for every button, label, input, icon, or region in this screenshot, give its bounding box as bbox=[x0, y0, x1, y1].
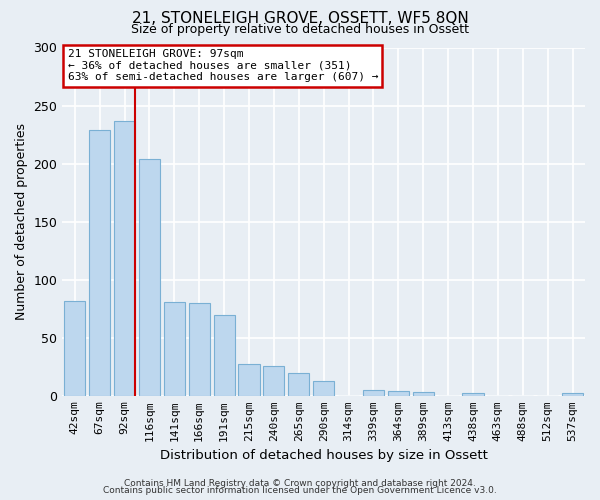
Bar bbox=[114, 120, 135, 396]
Text: Size of property relative to detached houses in Ossett: Size of property relative to detached ho… bbox=[131, 22, 469, 36]
Text: 21 STONELEIGH GROVE: 97sqm
← 36% of detached houses are smaller (351)
63% of sem: 21 STONELEIGH GROVE: 97sqm ← 36% of deta… bbox=[68, 49, 378, 82]
Text: Contains public sector information licensed under the Open Government Licence v3: Contains public sector information licen… bbox=[103, 486, 497, 495]
Bar bbox=[463, 394, 484, 396]
Bar bbox=[164, 302, 185, 396]
Bar bbox=[388, 391, 409, 396]
Bar bbox=[188, 303, 210, 396]
Bar bbox=[288, 372, 310, 396]
Bar bbox=[263, 366, 284, 396]
Bar bbox=[313, 380, 334, 396]
Bar bbox=[363, 390, 384, 396]
Text: 21, STONELEIGH GROVE, OSSETT, WF5 8QN: 21, STONELEIGH GROVE, OSSETT, WF5 8QN bbox=[131, 11, 469, 26]
Bar bbox=[139, 159, 160, 396]
Bar bbox=[562, 394, 583, 396]
Y-axis label: Number of detached properties: Number of detached properties bbox=[15, 123, 28, 320]
Bar bbox=[238, 364, 260, 396]
Bar bbox=[413, 392, 434, 396]
Bar bbox=[64, 300, 85, 396]
Bar bbox=[214, 314, 235, 396]
X-axis label: Distribution of detached houses by size in Ossett: Distribution of detached houses by size … bbox=[160, 450, 488, 462]
Text: Contains HM Land Registry data © Crown copyright and database right 2024.: Contains HM Land Registry data © Crown c… bbox=[124, 478, 476, 488]
Bar bbox=[89, 130, 110, 396]
